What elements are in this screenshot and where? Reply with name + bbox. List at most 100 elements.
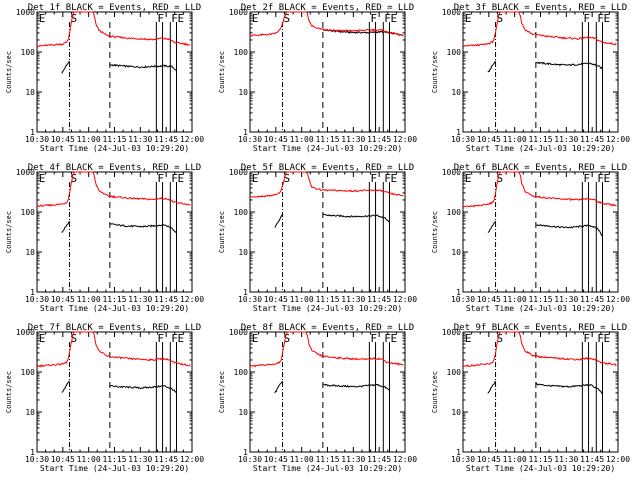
y-tick-label: 100 — [21, 208, 36, 217]
x-tick-label: 11:45 — [154, 295, 178, 304]
x-tick-label: 11:00 — [290, 295, 314, 304]
x-axis-label: Start Time (24-Jul-03 10:29:20) — [253, 464, 402, 473]
event-marker-label: F — [597, 332, 604, 345]
event-marker-label: E — [604, 12, 611, 25]
event-marker-label: S — [71, 172, 78, 185]
x-axis-label: Start Time (24-Jul-03 10:29:20) — [466, 304, 615, 313]
x-tick-label: 12:00 — [606, 295, 630, 304]
event-marker-label: E — [178, 332, 185, 345]
chart-title: Det 3f BLACK = Events, RED = LLD — [454, 3, 627, 13]
x-tick-label: 10:30 — [25, 455, 49, 464]
x-axis-label: Start Time (24-Jul-03 10:29:20) — [253, 144, 402, 153]
x-tick-label: 11:45 — [367, 295, 391, 304]
chart-title: Det 5f BLACK = Events, RED = LLD — [241, 163, 414, 173]
x-tick-label: 10:30 — [25, 135, 49, 144]
y-tick-label: 10 — [451, 408, 461, 417]
event-marker-label: E — [391, 172, 398, 185]
events-series-line — [274, 213, 284, 228]
x-axis-label: Start Time (24-Jul-03 10:29:20) — [40, 144, 189, 153]
y-tick-label: 1000 — [229, 8, 248, 17]
x-tick-label: 11:45 — [580, 455, 604, 464]
events-series-line — [274, 380, 284, 394]
event-marker-label: F — [597, 172, 604, 185]
events-series-line — [322, 213, 390, 223]
x-axis-label: Start Time (24-Jul-03 10:29:20) — [466, 144, 615, 153]
lld-series-line — [36, 11, 191, 48]
x-tick-label: 11:00 — [77, 135, 101, 144]
x-tick-label: 10:30 — [238, 455, 262, 464]
y-tick-label: 100 — [234, 208, 249, 217]
x-tick-label: 11:00 — [77, 295, 101, 304]
event-marker-label: F — [583, 12, 590, 25]
lld-series-line — [462, 11, 617, 47]
y-tick-label: 100 — [234, 368, 249, 377]
y-tick-label: 1 — [30, 128, 35, 137]
y-tick-label: 1 — [456, 288, 461, 297]
x-tick-label: 10:30 — [238, 135, 262, 144]
x-tick-label: 12:00 — [606, 135, 630, 144]
y-axis-label: Counts/sec — [5, 51, 13, 93]
chart-title: Det 2f BLACK = Events, RED = LLD — [241, 3, 414, 13]
event-marker-label: E — [39, 12, 46, 25]
x-tick-label: 10:30 — [451, 295, 475, 304]
y-tick-label: 1 — [456, 448, 461, 457]
x-tick-label: 10:30 — [238, 295, 262, 304]
y-tick-label: 1000 — [442, 168, 461, 177]
plot-frame — [462, 331, 619, 453]
x-tick-label: 11:15 — [528, 455, 552, 464]
x-tick-label: 10:30 — [451, 455, 475, 464]
x-tick-label: 11:45 — [367, 135, 391, 144]
event-marker-label: F — [583, 332, 590, 345]
y-tick-label: 10 — [451, 88, 461, 97]
x-tick-label: 11:30 — [554, 135, 578, 144]
event-marker-label: S — [71, 12, 78, 25]
x-tick-label: 11:00 — [503, 295, 527, 304]
lld-series-line — [462, 331, 617, 368]
x-axis-label: Start Time (24-Jul-03 10:29:20) — [40, 464, 189, 473]
chart-panel: Det 3f BLACK = Events, RED = LLD 1 10 100 10… — [431, 3, 630, 153]
events-series-line — [487, 60, 497, 73]
event-marker-label: F — [171, 332, 178, 345]
y-tick-label: 100 — [447, 368, 462, 377]
y-tick-label: 1 — [30, 288, 35, 297]
plot-frame — [36, 11, 193, 133]
events-series-line — [61, 380, 70, 393]
event-marker-label: F — [384, 332, 391, 345]
y-tick-label: 1000 — [16, 168, 35, 177]
y-tick-label: 100 — [447, 208, 462, 217]
event-marker-label: F — [171, 172, 178, 185]
y-tick-label: 10 — [25, 408, 35, 417]
x-tick-label: 12:00 — [180, 455, 204, 464]
x-tick-label: 10:45 — [51, 135, 75, 144]
y-axis-label: Counts/sec — [431, 211, 439, 253]
x-tick-label: 11:15 — [102, 295, 126, 304]
y-axis-label: Counts/sec — [5, 371, 13, 413]
event-marker-label: F — [157, 12, 164, 25]
chart-panel: Det 5f BLACK = Events, RED = LLD 1 10 100 10… — [218, 163, 417, 313]
x-tick-label: 11:45 — [580, 295, 604, 304]
x-tick-label: 12:00 — [606, 455, 630, 464]
x-tick-label: 11:15 — [102, 455, 126, 464]
y-tick-label: 1000 — [16, 8, 35, 17]
x-tick-label: 10:45 — [477, 135, 501, 144]
plot-frame — [462, 171, 619, 293]
y-tick-label: 1 — [243, 448, 248, 457]
chart-panel: Det 1f BLACK = Events, RED = LLD 1 10 100 10… — [5, 3, 204, 153]
events-series-line — [535, 61, 603, 70]
event-marker-label: E — [465, 12, 472, 25]
chart-panel: Det 6f BLACK = Events, RED = LLD 1 10 100 10… — [431, 163, 630, 313]
plot-frame — [462, 11, 619, 133]
event-marker-label: E — [39, 332, 46, 345]
x-tick-label: 11:45 — [367, 455, 391, 464]
y-tick-label: 1000 — [229, 328, 248, 337]
events-series-line — [109, 63, 177, 71]
x-tick-label: 11:00 — [503, 455, 527, 464]
y-tick-label: 10 — [238, 88, 248, 97]
x-axis-label: Start Time (24-Jul-03 10:29:20) — [40, 304, 189, 313]
x-tick-label: 11:30 — [554, 295, 578, 304]
event-marker-label: F — [597, 12, 604, 25]
event-marker-label: E — [604, 172, 611, 185]
event-marker-label: F — [370, 172, 377, 185]
x-tick-label: 11:30 — [341, 455, 365, 464]
events-series-line — [487, 220, 497, 233]
